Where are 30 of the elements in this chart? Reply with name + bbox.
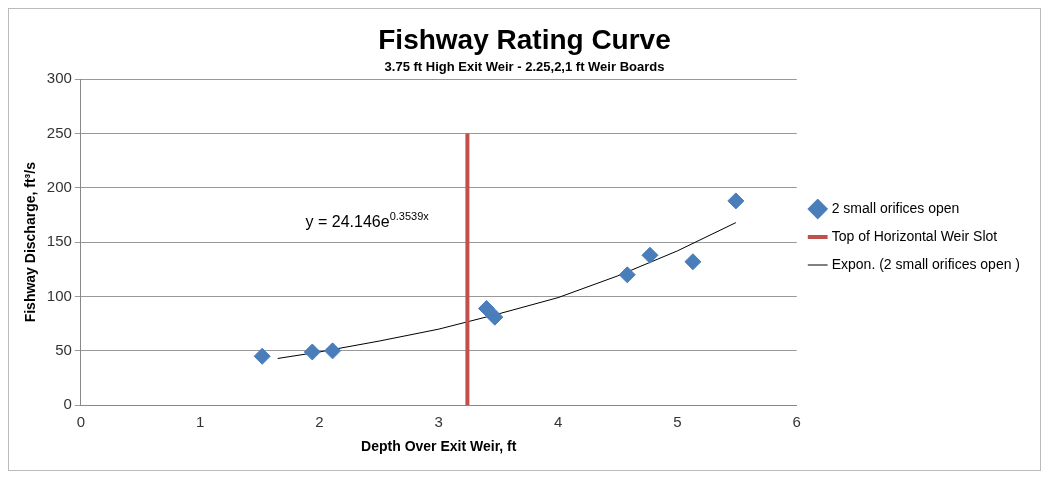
- legend-label: 2 small orifices open: [831, 199, 960, 216]
- point: [727, 192, 745, 210]
- x-tick-label: 6: [792, 413, 801, 431]
- x-tick-label: 3: [434, 413, 443, 431]
- point: [684, 253, 702, 271]
- point: [618, 266, 636, 284]
- point: [303, 343, 321, 361]
- legend-label: Expon. (2 small orifices open ): [831, 255, 1021, 272]
- y-tick-label: 150: [46, 232, 72, 250]
- x-tick-label: 5: [673, 413, 682, 431]
- x-axis-title: Depth Over Exit Weir, ft: [361, 438, 517, 455]
- point: [324, 342, 342, 360]
- y-tick-label: 200: [46, 178, 72, 196]
- chart-subtitle: 3.75 ft High Exit Weir - 2.25,2,1 ft Weir Boards: [384, 58, 665, 74]
- chart-title: Fishway Rating Curve: [378, 23, 671, 55]
- point: [253, 347, 271, 365]
- y-tick-label: 100: [46, 286, 72, 304]
- y-tick-label: 50: [55, 341, 72, 359]
- point: [641, 246, 659, 264]
- legend-label: Top of Horizontal Weir Slot: [831, 227, 998, 244]
- x-tick-label: 0: [76, 413, 85, 431]
- point: [477, 299, 495, 317]
- x-tick-label: 2: [315, 413, 324, 431]
- y-axis-title: Fishway Discharge, ft³/s: [22, 161, 39, 323]
- y-tick-label: 250: [46, 123, 72, 141]
- y-tick-label: 300: [46, 69, 72, 87]
- x-tick-label: 4: [553, 413, 563, 431]
- x-tick-label: 1: [195, 413, 205, 431]
- y-tick-label: 0: [63, 395, 72, 413]
- point: [486, 308, 504, 326]
